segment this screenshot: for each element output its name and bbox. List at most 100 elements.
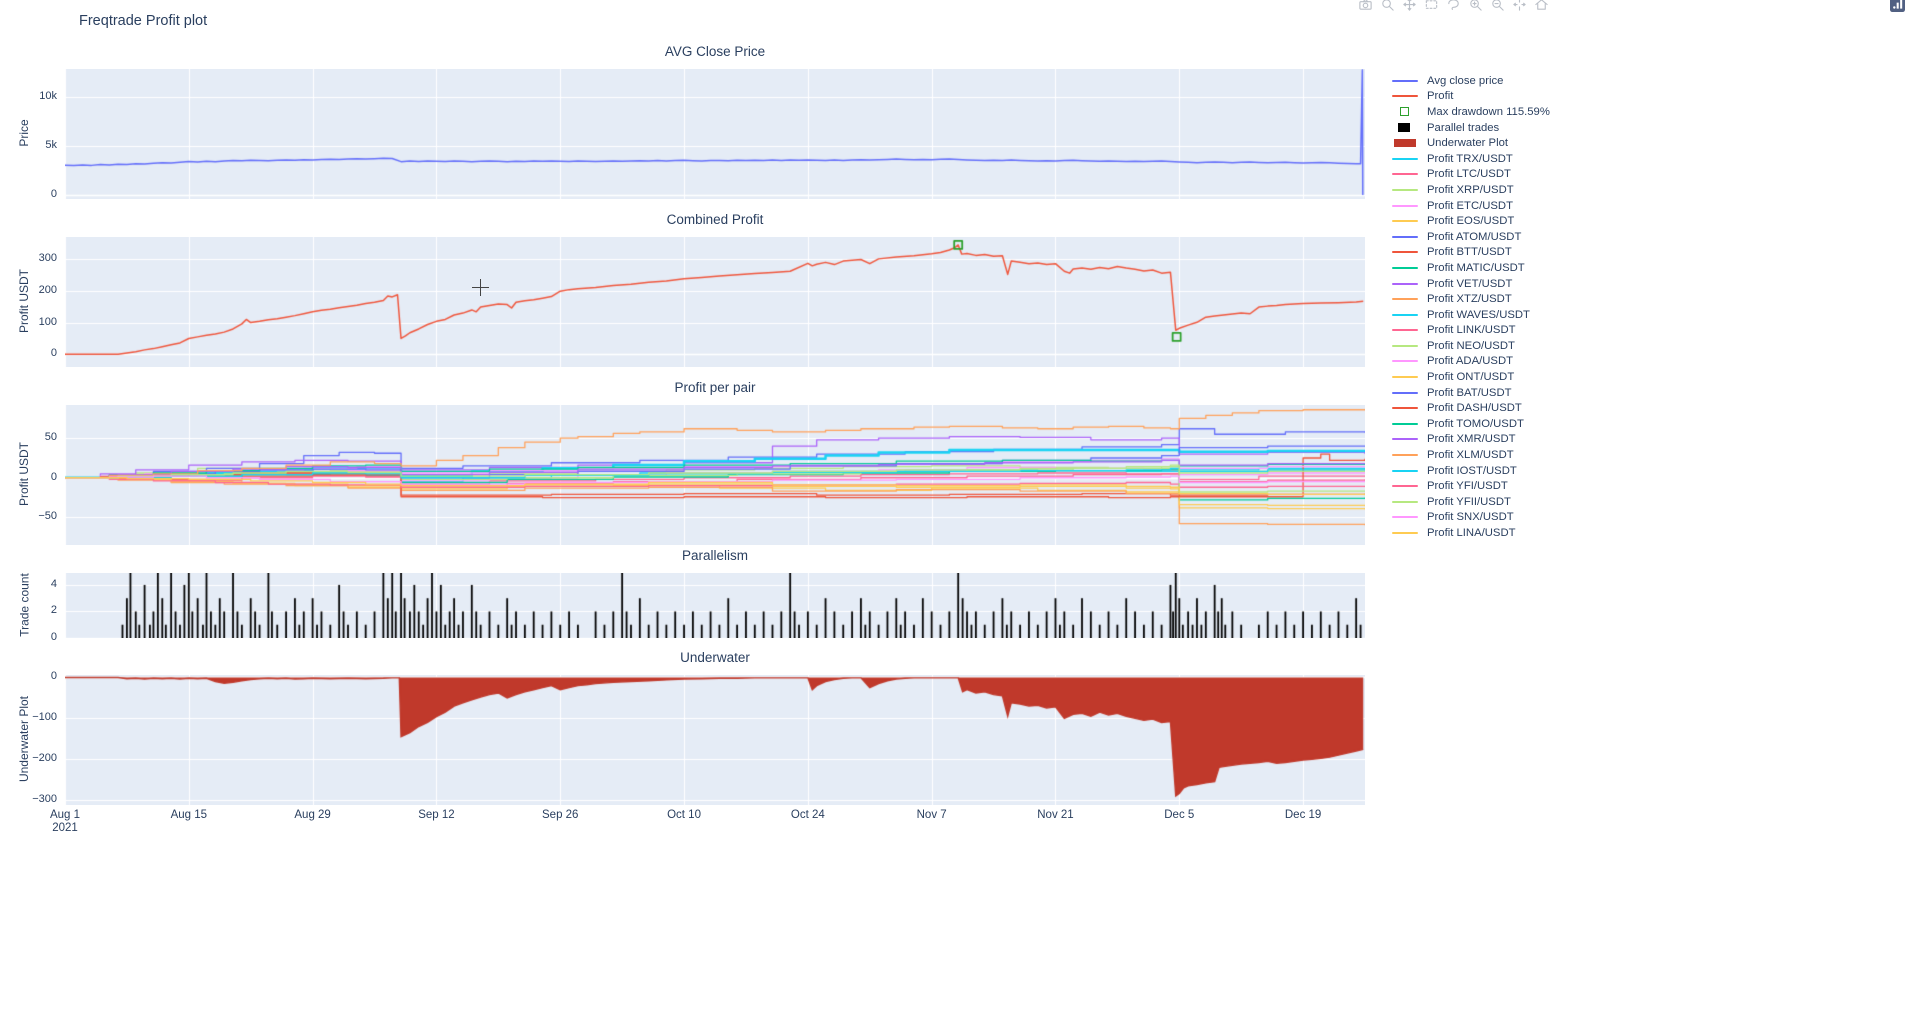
- legend-line-swatch: [1392, 376, 1418, 379]
- plotly-logo[interactable]: [1890, 0, 1905, 17]
- legend-line-swatch: [1392, 266, 1418, 269]
- legend-line-swatch: [1392, 95, 1418, 98]
- legend-item-profit-matic-usdt[interactable]: Profit MATIC/USDT: [1392, 260, 1550, 276]
- legend-item-profit-ada-usdt[interactable]: Profit ADA/USDT: [1392, 354, 1550, 370]
- legend-item-profit-link-usdt[interactable]: Profit LINK/USDT: [1392, 323, 1550, 339]
- legend-label: Profit BAT/USDT: [1427, 386, 1512, 399]
- subplot-title-parallelism: Parallelism: [681, 548, 749, 563]
- legend-label: Profit BTT/USDT: [1427, 246, 1512, 259]
- subplot-title-underwater: Underwater: [680, 650, 750, 665]
- legend-item-profit-yfi-usdt[interactable]: Profit YFI/USDT: [1392, 478, 1550, 494]
- legend-line-swatch: [1392, 344, 1418, 347]
- legend-swatch: [1392, 298, 1422, 301]
- legend-swatch: [1392, 469, 1422, 472]
- y-tick-label: −100: [32, 711, 57, 724]
- legend-item-profit-xmr-usdt[interactable]: Profit XMR/USDT: [1392, 432, 1550, 448]
- modebar-pan-icon[interactable]: [1401, 0, 1418, 13]
- legend-line-swatch: [1392, 516, 1418, 519]
- y-tick-label: 10k: [39, 90, 57, 103]
- legend-label: Profit VET/USDT: [1427, 277, 1513, 290]
- y-tick-label: 50: [44, 431, 57, 444]
- legend-item-profit-bat-usdt[interactable]: Profit BAT/USDT: [1392, 385, 1550, 401]
- legend-item-profit-tomo-usdt[interactable]: Profit TOMO/USDT: [1392, 416, 1550, 432]
- legend-item-profit-waves-usdt[interactable]: Profit WAVES/USDT: [1392, 307, 1550, 323]
- legend-line-swatch: [1392, 251, 1418, 254]
- legend-swatch: [1392, 79, 1422, 82]
- legend-label: Profit TRX/USDT: [1427, 152, 1513, 165]
- legend-item-parallel-trades[interactable]: Parallel trades: [1392, 120, 1550, 136]
- legend-label: Profit MATIC/USDT: [1427, 261, 1525, 274]
- subplot-canvas-combined-profit[interactable]: [65, 237, 1365, 367]
- legend-item-avg-close-price[interactable]: Avg close price: [1392, 73, 1550, 89]
- legend-label: Profit XLM/USDT: [1427, 449, 1514, 462]
- legend-item-profit-ltc-usdt[interactable]: Profit LTC/USDT: [1392, 167, 1550, 183]
- legend-swatch: [1392, 376, 1422, 379]
- legend-line-swatch: [1392, 360, 1418, 363]
- legend-swatch: [1392, 500, 1422, 503]
- legend-line-swatch: [1392, 485, 1418, 488]
- subplot-canvas-profit-per-pair[interactable]: [65, 405, 1365, 545]
- subplot-canvas-avg-close-price[interactable]: [65, 69, 1365, 199]
- legend-swatch: [1392, 251, 1422, 254]
- legend-swatch: [1392, 266, 1422, 269]
- y-tick-label: 300: [38, 252, 57, 265]
- legend-swatch: [1392, 485, 1422, 488]
- y-tick-label: 0: [50, 347, 57, 360]
- legend-item-profit-atom-usdt[interactable]: Profit ATOM/USDT: [1392, 229, 1550, 245]
- legend-swatch: [1392, 329, 1422, 332]
- y-tick-label: 2: [50, 604, 57, 617]
- y-tick-label: 0: [50, 670, 57, 683]
- legend-line-swatch: [1392, 313, 1418, 316]
- modebar-home-icon[interactable]: [1533, 0, 1550, 13]
- legend-line-swatch: [1392, 438, 1418, 441]
- legend-swatch: [1392, 123, 1422, 133]
- modebar-box-select-icon[interactable]: [1423, 0, 1440, 13]
- legend-label: Profit XRP/USDT: [1427, 183, 1514, 196]
- x-tick-label: Nov 7: [916, 809, 947, 821]
- legend-item-profit-vet-usdt[interactable]: Profit VET/USDT: [1392, 276, 1550, 292]
- legend-item-profit-xlm-usdt[interactable]: Profit XLM/USDT: [1392, 447, 1550, 463]
- legend-line-swatch: [1392, 469, 1418, 472]
- legend-swatch: [1392, 282, 1422, 285]
- legend-item-profit-yfii-usdt[interactable]: Profit YFII/USDT: [1392, 494, 1550, 510]
- legend-label: Profit LINK/USDT: [1427, 324, 1516, 337]
- legend-item-profit-btt-usdt[interactable]: Profit BTT/USDT: [1392, 245, 1550, 261]
- legend-item-profit-ont-usdt[interactable]: Profit ONT/USDT: [1392, 369, 1550, 385]
- legend-line-swatch: [1392, 422, 1418, 425]
- subplot-canvas-underwater[interactable]: [65, 675, 1365, 805]
- legend-bar-wide-swatch: [1394, 139, 1416, 148]
- legend-swatch: [1392, 313, 1422, 316]
- legend-item-profit-xtz-usdt[interactable]: Profit XTZ/USDT: [1392, 291, 1550, 307]
- legend-item-profit[interactable]: Profit: [1392, 89, 1550, 105]
- modebar-zoom-in-icon[interactable]: [1467, 0, 1484, 13]
- subplot-canvas-parallelism[interactable]: [65, 573, 1365, 638]
- legend-line-swatch: [1392, 188, 1418, 191]
- legend-item-profit-trx-usdt[interactable]: Profit TRX/USDT: [1392, 151, 1550, 167]
- legend-label: Profit ADA/USDT: [1427, 355, 1514, 368]
- legend-item-profit-dash-usdt[interactable]: Profit DASH/USDT: [1392, 400, 1550, 416]
- legend-item-profit-etc-usdt[interactable]: Profit ETC/USDT: [1392, 198, 1550, 214]
- legend-item-profit-xrp-usdt[interactable]: Profit XRP/USDT: [1392, 182, 1550, 198]
- legend-line-swatch: [1392, 79, 1418, 82]
- x-tick-label: Oct 10: [667, 809, 701, 821]
- modebar-zoom-icon[interactable]: [1379, 0, 1396, 13]
- legend-label: Avg close price: [1427, 74, 1504, 87]
- modebar-lasso-icon[interactable]: [1445, 0, 1462, 13]
- y-tick-label: 0: [50, 470, 57, 483]
- legend-item-underwater-plot[interactable]: Underwater Plot: [1392, 135, 1550, 151]
- legend-label: Profit TOMO/USDT: [1427, 417, 1524, 430]
- modebar-zoom-out-icon[interactable]: [1489, 0, 1506, 13]
- legend-item-profit-iost-usdt[interactable]: Profit IOST/USDT: [1392, 463, 1550, 479]
- legend-swatch: [1392, 360, 1422, 363]
- modebar-autoscale-icon[interactable]: [1511, 0, 1528, 13]
- legend-item-profit-snx-usdt[interactable]: Profit SNX/USDT: [1392, 510, 1550, 526]
- subplot-title-profit-per-pair: Profit per pair: [674, 380, 756, 395]
- legend-item-max-drawdown-115-59[interactable]: Max drawdown 115.59%: [1392, 104, 1550, 120]
- modebar-camera-icon[interactable]: [1357, 0, 1374, 13]
- legend-item-profit-lina-usdt[interactable]: Profit LINA/USDT: [1392, 525, 1550, 541]
- legend-swatch: [1392, 407, 1422, 410]
- legend-item-profit-neo-usdt[interactable]: Profit NEO/USDT: [1392, 338, 1550, 354]
- legend-item-profit-eos-usdt[interactable]: Profit EOS/USDT: [1392, 213, 1550, 229]
- legend-line-swatch: [1392, 454, 1418, 457]
- legend-line-swatch: [1392, 500, 1418, 503]
